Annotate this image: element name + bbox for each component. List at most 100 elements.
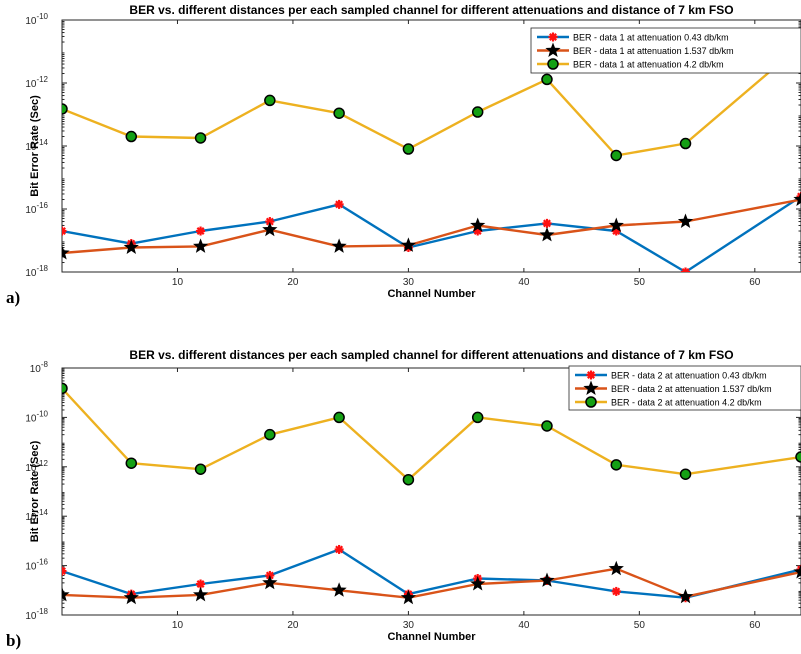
legend-marker xyxy=(585,396,597,408)
x-tick-label: 20 xyxy=(287,277,299,288)
asterisk-stroke xyxy=(62,227,66,233)
data-point-star xyxy=(62,245,70,260)
data-point-star xyxy=(470,217,486,232)
y-tick-label: 10-8 xyxy=(30,360,49,375)
data-point-circle xyxy=(62,382,68,395)
series-markers-3 xyxy=(62,39,801,162)
legend-label: BER - data 1 at attenuation 4.2 db/km xyxy=(573,60,724,70)
data-point-asterisk xyxy=(542,218,552,228)
asterisk-stroke xyxy=(683,268,690,272)
data-point-asterisk xyxy=(334,544,344,554)
data-point-circle xyxy=(610,149,622,162)
data-point-star xyxy=(793,564,801,579)
data-point-circle xyxy=(402,143,415,155)
asterisk-stroke xyxy=(797,192,801,199)
data-point-star xyxy=(545,42,561,57)
data-point-circle xyxy=(125,130,138,143)
data-point-star xyxy=(193,586,209,602)
asterisk-stroke xyxy=(335,545,344,554)
data-point-star xyxy=(400,589,416,605)
y-tick-exponent: -14 xyxy=(36,138,48,147)
data-point-star xyxy=(62,586,70,602)
data-point-star xyxy=(262,574,278,590)
y-tick-exponent: -18 xyxy=(36,607,48,616)
data-point-circle xyxy=(125,457,138,469)
series-group xyxy=(62,39,801,272)
data-point-star xyxy=(123,239,139,254)
x-tick-label: 60 xyxy=(749,620,761,631)
legend-label: BER - data 2 at attenuation 4.2 db/km xyxy=(611,398,762,408)
x-tick-label: 50 xyxy=(634,277,646,288)
data-point-circle xyxy=(194,132,207,144)
x-axis-label: Channel Number xyxy=(387,288,476,300)
y-tick-exponent: -10 xyxy=(36,12,48,21)
asterisk-stroke xyxy=(549,33,557,41)
data-point-star xyxy=(539,227,555,242)
data-point-circle xyxy=(264,428,276,441)
x-tick-label: 30 xyxy=(403,277,415,288)
legend-marker xyxy=(548,32,558,42)
y-tick-label: 10-18 xyxy=(25,607,48,622)
y-tick-label: 10-14 xyxy=(25,138,48,153)
legend-box xyxy=(568,365,801,411)
data-point-star xyxy=(583,380,599,395)
asterisk-stroke xyxy=(62,567,66,573)
data-point-asterisk xyxy=(334,199,344,209)
series-group xyxy=(62,382,801,605)
data-point-circle xyxy=(333,107,345,119)
data-point-star xyxy=(677,213,694,228)
legend-marker xyxy=(586,370,596,380)
y-tick-exponent: -12 xyxy=(36,75,48,84)
y-tick-label: 10-18 xyxy=(25,264,48,279)
asterisk-stroke xyxy=(196,227,205,235)
data-point-asterisk xyxy=(196,579,206,589)
y-tick-exponent: -14 xyxy=(36,508,48,517)
data-point-star xyxy=(331,582,347,597)
data-point-star xyxy=(539,572,555,587)
series-markers-2 xyxy=(62,560,801,605)
data-point-star xyxy=(331,238,347,253)
y-tick-base: 10 xyxy=(25,79,37,90)
data-point-circle xyxy=(541,73,553,86)
data-point-circle xyxy=(679,137,692,150)
legend-box xyxy=(530,27,801,74)
y-tick-base: 10 xyxy=(25,562,37,573)
data-point-circle xyxy=(547,58,559,70)
y-tick-exponent: -16 xyxy=(36,201,48,210)
data-point-circle xyxy=(264,94,276,107)
y-tick-label: 10-10 xyxy=(25,12,48,27)
panel-label: a) xyxy=(6,288,20,307)
asterisk-stroke xyxy=(612,587,621,596)
x-axis-label: Channel Number xyxy=(387,631,476,643)
y-tick-base: 10 xyxy=(25,142,37,153)
y-tick-base: 10 xyxy=(25,512,37,523)
data-point-circle xyxy=(471,106,484,118)
data-point-star xyxy=(608,217,624,232)
legend: BER - data 1 at attenuation 0.43 db/km BE… xyxy=(530,27,801,74)
y-tick-label: 10-10 xyxy=(25,409,48,424)
y-tick-base: 10 xyxy=(25,205,37,216)
y-tick-exponent: -8 xyxy=(41,360,49,369)
data-point-asterisk xyxy=(62,566,67,576)
data-point-asterisk xyxy=(586,370,596,380)
data-point-circle xyxy=(194,463,207,475)
data-point-circle xyxy=(679,468,692,480)
legend-label: BER - data 1 at attenuation 0.43 db/km xyxy=(573,33,729,43)
x-tick-label: 50 xyxy=(634,620,646,631)
x-tick-label: 20 xyxy=(287,620,299,631)
x-tick-label: 40 xyxy=(518,277,530,288)
asterisk-stroke xyxy=(587,371,595,379)
data-point-star xyxy=(470,576,486,591)
data-point-circle xyxy=(610,459,622,471)
x-tick-label: 40 xyxy=(518,620,530,631)
y-tick-exponent: -12 xyxy=(36,459,48,468)
data-point-circle xyxy=(471,411,484,424)
panel-label: b) xyxy=(6,631,21,650)
chart-panel-b: BER vs. different distances per each sam… xyxy=(6,348,801,650)
data-point-circle xyxy=(333,411,345,424)
y-tick-base: 10 xyxy=(25,463,37,474)
data-point-asterisk xyxy=(681,267,691,272)
data-point-circle xyxy=(795,451,801,463)
data-point-asterisk xyxy=(196,226,206,236)
asterisk-stroke xyxy=(265,217,274,226)
